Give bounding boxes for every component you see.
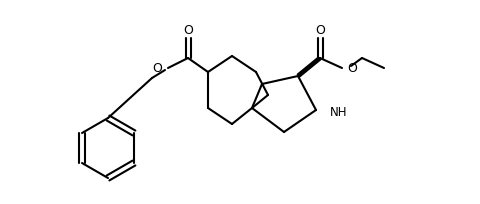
Text: O: O <box>183 24 193 38</box>
Text: O: O <box>347 62 357 75</box>
Text: O: O <box>152 62 162 75</box>
Text: NH: NH <box>330 105 348 119</box>
Text: O: O <box>315 24 325 38</box>
